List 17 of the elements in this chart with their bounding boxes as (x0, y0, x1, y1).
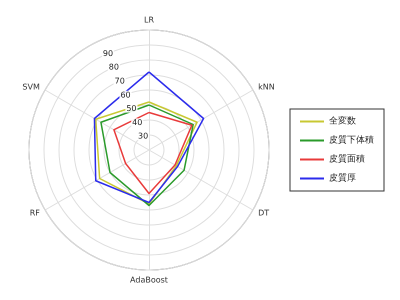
spoke-label: RF (30, 208, 40, 218)
y-tick-label: 70 (114, 76, 125, 86)
spoke-label: DT (258, 208, 270, 218)
y-tick-label: 30 (138, 132, 148, 141)
spoke-label: LR (144, 16, 154, 24)
spoke-label: SVM (22, 82, 40, 92)
spoke-label: kNN (258, 82, 275, 92)
y-tick-label: 50 (126, 104, 137, 114)
legend-label: 皮質下体積 (329, 134, 374, 146)
spoke-label: AdaBoost (130, 276, 168, 284)
legend-label: 皮質厚 (329, 172, 356, 184)
y-tick-label: 90 (102, 48, 114, 58)
y-tick-label: 80 (108, 62, 119, 72)
legend-label: 全変数 (329, 116, 356, 126)
y-tick-label: 40 (132, 118, 142, 127)
legend-label: 皮質面積 (329, 154, 365, 164)
y-tick-label: 60 (120, 90, 131, 100)
